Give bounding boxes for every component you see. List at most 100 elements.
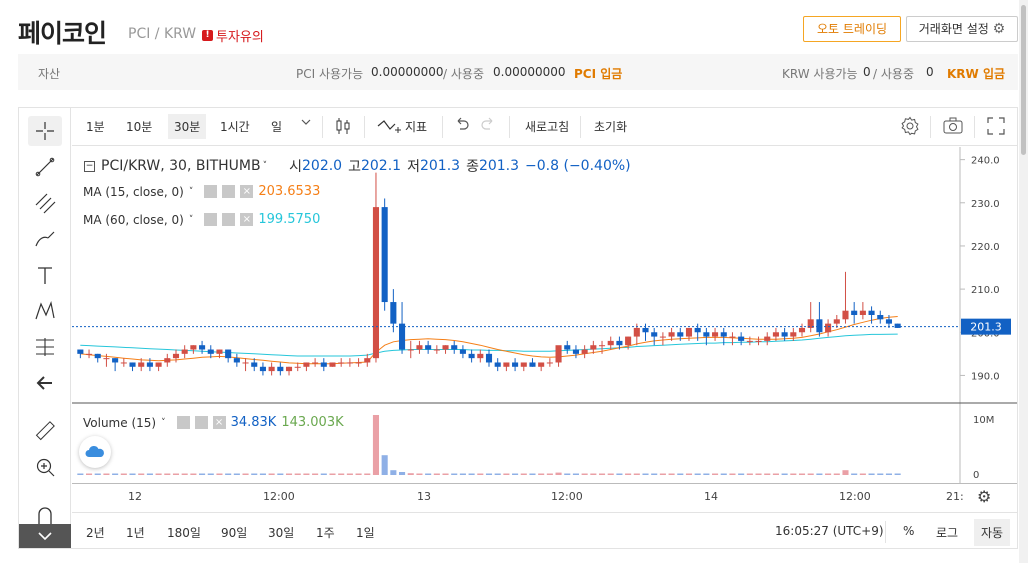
- gear-icon[interactable]: [222, 185, 236, 198]
- indicator-icon[interactable]: [376, 116, 402, 139]
- volume-bar: [720, 473, 727, 475]
- candle-body: [494, 362, 501, 367]
- camera-icon[interactable]: [942, 116, 964, 139]
- volume-bar: [485, 473, 493, 475]
- zoom-in-icon[interactable]: [28, 452, 62, 482]
- volume-bar: [312, 473, 319, 475]
- range-1w[interactable]: 1주: [316, 526, 335, 540]
- gear-icon[interactable]: [194, 416, 208, 429]
- chart-toolbar: 1분 10분 30분 1시간 일 지표 새로고침 초기화: [72, 108, 1017, 146]
- asset-bar: 자산 PCI 사용가능 0.00000000 / 사용중 0.00000000 …: [18, 54, 1018, 90]
- chevron-down-icon[interactable]: [19, 524, 71, 548]
- ma60-label[interactable]: MA (60, close, 0): [83, 212, 184, 227]
- volume-bar: [242, 473, 249, 475]
- volume-chevron-icon[interactable]: ˅: [161, 417, 166, 428]
- ma15-chevron-icon[interactable]: ˅: [188, 186, 194, 197]
- krw-available-label: KRW 사용가능: [782, 67, 858, 81]
- indicator-button[interactable]: 지표: [405, 120, 428, 134]
- ma15-label[interactable]: MA (15, close, 0): [83, 184, 184, 199]
- candle-body: [877, 315, 884, 320]
- gear-icon[interactable]: [222, 213, 236, 226]
- symbol-label[interactable]: PCI/KRW, 30, BITHUMB: [101, 158, 261, 174]
- candle-body: [590, 345, 597, 350]
- range-2y[interactable]: 2년: [86, 526, 105, 540]
- candle-style-icon[interactable]: [334, 116, 352, 139]
- undo-icon[interactable]: [454, 116, 470, 135]
- back-arrow-icon[interactable]: [28, 368, 62, 398]
- range-1d[interactable]: 1일: [356, 526, 375, 540]
- prediction-tool-icon[interactable]: [28, 332, 62, 362]
- volume-bar: [303, 473, 310, 475]
- fullscreen-icon[interactable]: [987, 117, 1005, 138]
- collapse-icon[interactable]: −: [84, 160, 95, 172]
- candle-body: [738, 336, 745, 341]
- redo-icon[interactable]: [480, 116, 496, 135]
- page-scrollbar[interactable]: [1019, 0, 1028, 563]
- scrollbar-thumb[interactable]: [1021, 5, 1026, 155]
- fib-tool-icon[interactable]: [28, 188, 62, 218]
- volume-label[interactable]: Volume (15): [83, 415, 157, 430]
- candle-body: [529, 362, 536, 367]
- volume-bar: [146, 473, 153, 475]
- legend-chevron-icon[interactable]: ˅: [262, 161, 268, 171]
- volume-bar: [503, 473, 510, 475]
- volume-bar: [703, 473, 710, 475]
- axis-settings-icon[interactable]: ⚙: [977, 487, 992, 506]
- interval-10m[interactable]: 10분: [126, 120, 153, 134]
- close-icon[interactable]: ×: [240, 213, 254, 226]
- caution-badge[interactable]: ! 투자유의: [202, 26, 264, 45]
- volume-bar: [477, 473, 484, 475]
- volume-bar: [581, 473, 588, 475]
- volume-bar: [320, 473, 327, 475]
- pci-deposit-link[interactable]: PCI 입금: [574, 67, 623, 81]
- ma15-legend: MA (15, close, 0) ˅ × 203.6533: [83, 184, 320, 199]
- change-value: −0.8 (−0.40%): [525, 158, 631, 174]
- ma60-chevron-icon[interactable]: ˅: [188, 214, 194, 225]
- ruler-icon[interactable]: [28, 416, 62, 446]
- krw-deposit-link[interactable]: KRW 입금: [947, 67, 1006, 81]
- interval-1h[interactable]: 1시간: [220, 120, 250, 134]
- brush-icon[interactable]: [28, 224, 62, 254]
- magnet-icon[interactable]: [28, 500, 62, 530]
- eye-icon[interactable]: [204, 213, 218, 226]
- eye-icon[interactable]: [176, 416, 190, 429]
- auto-toggle[interactable]: 자동: [974, 519, 1011, 546]
- close-icon[interactable]: ×: [212, 416, 226, 429]
- log-toggle[interactable]: 로그: [936, 526, 959, 540]
- refresh-button[interactable]: 새로고침: [525, 120, 570, 134]
- auto-trading-button[interactable]: 오토 트레이딩: [803, 16, 901, 42]
- range-90d[interactable]: 90일: [221, 526, 248, 540]
- interval-1m[interactable]: 1분: [86, 120, 105, 134]
- screen-settings-button[interactable]: 거래화면 설정 ⚙: [906, 16, 1018, 42]
- trend-line-icon[interactable]: [28, 152, 62, 182]
- close-icon[interactable]: ×: [240, 185, 254, 198]
- volume-bar: [877, 473, 884, 475]
- krw-in-use-value: 0: [926, 65, 934, 79]
- close-label: 종: [466, 159, 479, 175]
- range-180d[interactable]: 180일: [167, 526, 201, 540]
- chart-settings-icon[interactable]: [900, 116, 920, 139]
- clock-label[interactable]: 16:05:27 (UTC+9): [775, 524, 884, 538]
- reset-button[interactable]: 초기화: [594, 120, 628, 134]
- volume-bar: [120, 473, 127, 475]
- range-30d[interactable]: 30일: [268, 526, 295, 540]
- volume-bar: [251, 473, 258, 475]
- pattern-tool-icon[interactable]: [28, 296, 62, 326]
- eye-icon[interactable]: [204, 185, 218, 198]
- interval-day[interactable]: 일: [271, 120, 283, 134]
- cloud-icon[interactable]: [79, 436, 111, 468]
- volume-bar: [772, 473, 779, 475]
- interval-30m[interactable]: 30분: [168, 114, 207, 139]
- price-tick-label: 220.0: [971, 242, 1000, 253]
- volume-bar: [103, 473, 110, 475]
- candle-body: [790, 332, 797, 337]
- candle-body: [825, 323, 832, 333]
- text-tool-icon[interactable]: [28, 260, 62, 290]
- ma60-value: 199.5750: [258, 212, 321, 227]
- crosshair-icon[interactable]: [28, 116, 62, 146]
- interval-chevron-icon[interactable]: [300, 116, 312, 131]
- percent-toggle[interactable]: %: [903, 524, 915, 538]
- candle-body: [129, 362, 136, 367]
- range-1y[interactable]: 1년: [126, 526, 145, 540]
